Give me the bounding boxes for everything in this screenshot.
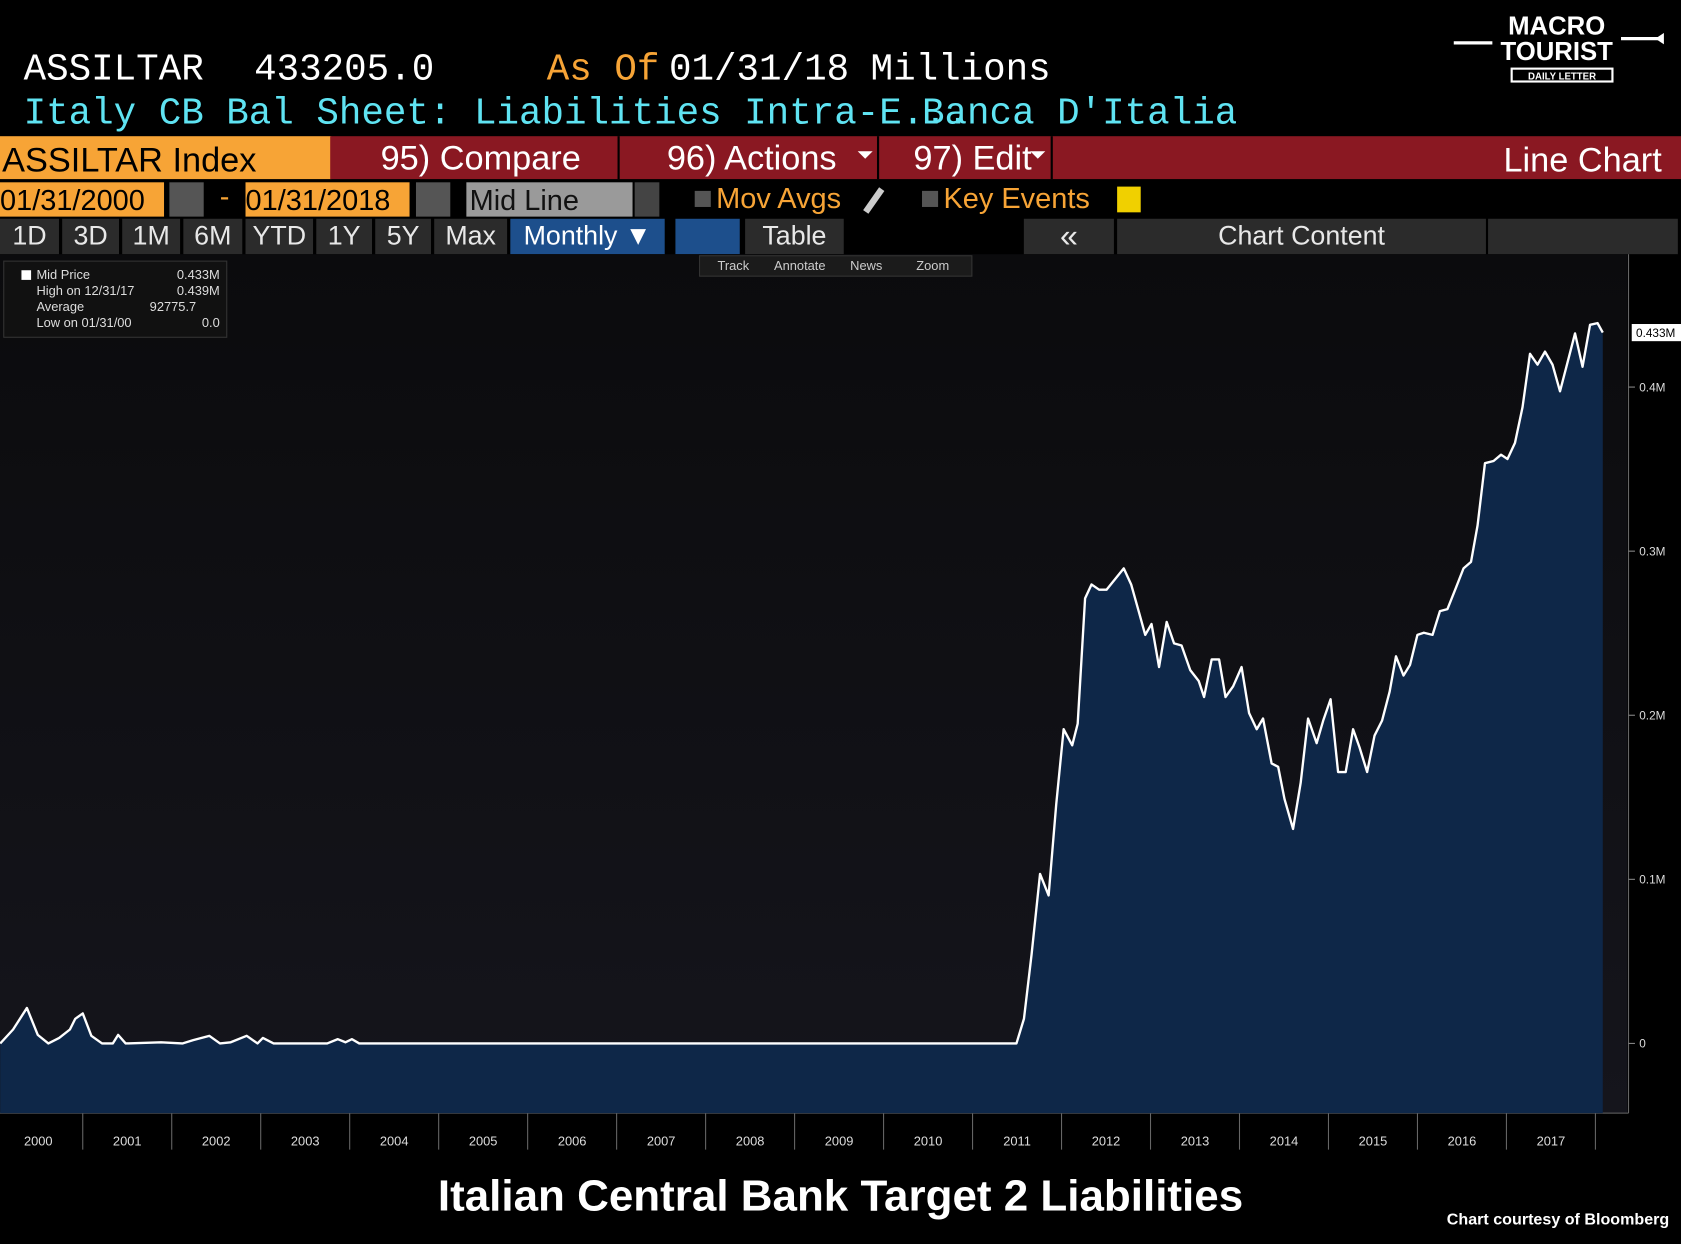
y-tick-label: 0.2M	[1639, 710, 1665, 723]
x-tick-label: 2000	[24, 1133, 53, 1148]
period-button[interactable]: 3D	[62, 218, 120, 255]
legend-swatch	[21, 270, 32, 280]
legend-label: High on 12/31/17	[36, 283, 135, 299]
x-tick-label: 2006	[558, 1133, 587, 1148]
mode-select[interactable]: Mid Line	[466, 182, 633, 217]
compare-button[interactable]: 95) Compare	[380, 138, 581, 177]
x-tick-label: 2005	[469, 1133, 498, 1148]
y-tick-label: 0.1M	[1639, 874, 1665, 887]
view-label: Line Chart	[1503, 140, 1662, 180]
credit: Chart courtesy of Bloomberg	[1446, 1210, 1670, 1229]
tool-strip: Track Annotate News Zoom	[699, 255, 973, 277]
units: Millions	[870, 48, 1051, 92]
menu-bar	[330, 136, 1681, 180]
x-tick-label: 2007	[647, 1133, 676, 1148]
x-tick-label: 2008	[736, 1133, 765, 1148]
frequency-button[interactable]: Monthly ▼	[510, 218, 665, 255]
pencil-icon[interactable]	[863, 187, 885, 214]
separator	[876, 136, 880, 180]
ticker: ASSILTAR	[23, 48, 204, 92]
x-tick-label: 2004	[380, 1133, 409, 1148]
period-button[interactable]: 5Y	[375, 218, 431, 255]
area	[0, 323, 1603, 1114]
as-of: As Of	[546, 48, 660, 92]
x-tick-label: 2015	[1359, 1133, 1388, 1148]
settings-button[interactable]	[1488, 218, 1678, 255]
last-value: 433205.0	[254, 48, 435, 92]
mode-dropdown[interactable]	[634, 182, 660, 217]
x-tick-label: 2016	[1448, 1133, 1477, 1148]
table-button[interactable]: Table	[745, 218, 844, 255]
calendar-button[interactable]	[169, 182, 204, 217]
last-price-label: 0.433M	[1636, 327, 1675, 340]
last-price-box	[1631, 324, 1681, 342]
legend-label: Average	[36, 299, 85, 315]
period-button[interactable]: 1D	[0, 218, 59, 255]
tool-button[interactable]: Zoom	[916, 258, 950, 274]
separator	[617, 136, 620, 180]
description: Italy CB Bal Sheet: Liabilities Intra-E.…	[23, 92, 970, 136]
actions-button[interactable]: 96) Actions	[666, 138, 837, 177]
end-date[interactable]: 01/31/2018	[245, 182, 410, 217]
key-events-label: Key Events	[943, 182, 1090, 215]
period-button[interactable]: 1M	[122, 218, 181, 255]
tool-button[interactable]: News	[850, 258, 883, 274]
mov-avgs-label: Mov Avgs	[716, 182, 842, 215]
x-tick-label: 2012	[1092, 1133, 1121, 1148]
legend-label: Low on 01/31/00	[36, 315, 132, 331]
caption: Italian Central Bank Target 2 Liabilitie…	[437, 1171, 1244, 1221]
calendar-button[interactable]	[415, 182, 451, 217]
chart-type-button[interactable]	[675, 218, 740, 255]
chart-content-button[interactable]: Chart Content	[1117, 218, 1486, 255]
period-button[interactable]: 1Y	[316, 218, 373, 255]
source: Banca D'Italia	[922, 92, 1238, 136]
legend-value: 92775.7	[149, 299, 197, 315]
logo-text: TOURIST	[1500, 38, 1613, 66]
start-date[interactable]: 01/31/2000	[0, 182, 165, 217]
legend: Mid Price 0.433M High on 12/31/17 0.439M Ave…	[3, 260, 228, 338]
period-button[interactable]: 6M	[183, 218, 243, 255]
range-dash: -	[219, 180, 230, 213]
dropdown-caret	[1030, 151, 1046, 159]
legend-value: 0.0	[201, 315, 220, 331]
line	[0, 321, 1604, 1045]
logo-text: DAILY LETTER	[1528, 71, 1596, 82]
logo-art: MACRO TOURIST DAILY LETTER	[1453, 12, 1665, 83]
chart: 0 0.1M 0.2M 0.3M 0.4M 2000 2001 2002 2003 2004 200…	[0, 254, 1681, 1150]
x-tick-label: 2017	[1537, 1133, 1566, 1148]
collapse-button[interactable]: «	[1023, 218, 1114, 255]
x-tick-label: 2011	[1003, 1133, 1031, 1148]
x-tick-label: 2014	[1270, 1133, 1299, 1148]
x-tick-label: 2010	[914, 1133, 943, 1148]
arrow-head	[1655, 32, 1665, 46]
edit-button[interactable]: 97) Edit	[913, 138, 1032, 177]
tool-button[interactable]: Track	[717, 258, 750, 274]
info-icon[interactable]	[1117, 186, 1141, 213]
period-button[interactable]: Max	[434, 218, 508, 255]
logo-text: MACRO	[1508, 12, 1605, 40]
x-tick-label: 2001	[113, 1133, 142, 1148]
as-of-date: 01/31/18	[668, 48, 850, 92]
x-tick-label: 2003	[291, 1133, 320, 1148]
security-field[interactable]: ASSILTAR Index	[0, 136, 332, 180]
dropdown-caret	[857, 151, 873, 159]
x-tick-label: 2013	[1181, 1133, 1210, 1148]
legend-value: 0.433M	[176, 267, 220, 283]
checkbox[interactable]	[694, 190, 711, 207]
y-tick-label: 0	[1639, 1038, 1646, 1051]
separator	[1050, 136, 1053, 180]
logo: MACRO TOURIST DAILY LETTER	[1449, 9, 1665, 86]
x-tick-label: 2009	[825, 1133, 854, 1148]
period-button[interactable]: YTD	[245, 218, 314, 255]
legend-value: 0.439M	[176, 283, 220, 299]
legend-label: Mid Price	[36, 267, 91, 283]
logo-box	[1510, 67, 1614, 83]
x-tick-label: 2002	[202, 1133, 231, 1148]
y-tick-label: 0.4M	[1639, 381, 1665, 394]
y-tick-label: 0.3M	[1639, 545, 1665, 558]
tool-button[interactable]: Annotate	[774, 258, 826, 274]
checkbox[interactable]	[922, 190, 939, 207]
